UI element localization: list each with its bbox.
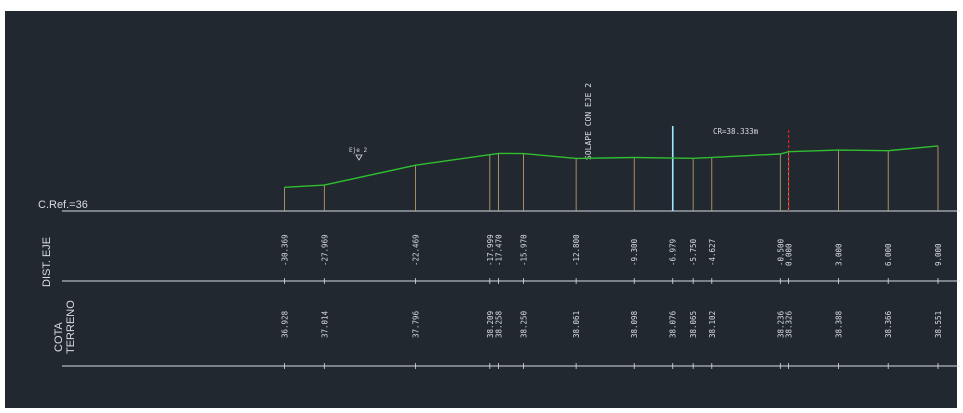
cota-value-label: 38.551 (934, 311, 943, 338)
cota-value-label: 38.098 (630, 310, 639, 338)
cr-label: CR=38.333m (713, 127, 759, 136)
reference-label: C.Ref.=36 (38, 199, 88, 211)
dist-value-label: -22.469 (412, 234, 421, 266)
dist-value-label: -27.969 (320, 234, 329, 266)
dist-value-label: -30.369 (280, 234, 289, 266)
cota-value-label: 38.102 (708, 311, 717, 338)
axis-marker-label: Eje 2 (349, 147, 367, 154)
cota-value-label: 37.014 (320, 310, 329, 338)
dist-eje-label: DIST. EJE (41, 237, 53, 287)
cota-value-label: 38.061 (572, 311, 581, 338)
cota-value-label: 38.236 (776, 310, 785, 338)
terrain-profile-line (284, 145, 939, 188)
dist-value-label: -12.800 (572, 234, 581, 266)
cota-value-label: 38.209 (486, 311, 495, 338)
dist-value-label: -4.627 (708, 239, 717, 266)
cota-value-label: 38.250 (519, 310, 528, 338)
terreno-label: TERRENO (65, 300, 77, 354)
overlap-label: SOLAPE CON EJE 2 (584, 83, 593, 160)
cota-value-label: 38.326 (785, 310, 794, 338)
dist-value-label: 0.000 (785, 243, 794, 266)
cota-value-label: 38.366 (884, 310, 893, 338)
dist-value-label: -0.500 (776, 238, 785, 266)
dist-value-label: 9.000 (934, 243, 943, 266)
cota-value-label: 38.065 (689, 311, 698, 338)
dist-value-label: -15.970 (519, 234, 528, 266)
cota-value-label: 37.796 (412, 310, 421, 338)
cota-label: COTA (53, 322, 65, 352)
dist-value-label: -17.470 (495, 234, 504, 266)
dist-value-label: -17.999 (486, 234, 495, 266)
drawing-canvas (5, 11, 957, 408)
dist-value-label: -5.750 (689, 238, 698, 266)
dist-value-label: 6.000 (884, 243, 893, 266)
cota-value-label: 38.076 (669, 310, 678, 338)
dist-value-label: 3.000 (834, 243, 843, 266)
dist-value-label: -6.979 (669, 239, 678, 266)
cota-value-label: 38.388 (834, 310, 843, 338)
cota-value-label: 36.928 (280, 310, 289, 338)
axis-marker-triangle (355, 154, 363, 161)
dist-value-label: -9.300 (630, 238, 639, 266)
cota-value-label: 38.258 (495, 310, 504, 338)
